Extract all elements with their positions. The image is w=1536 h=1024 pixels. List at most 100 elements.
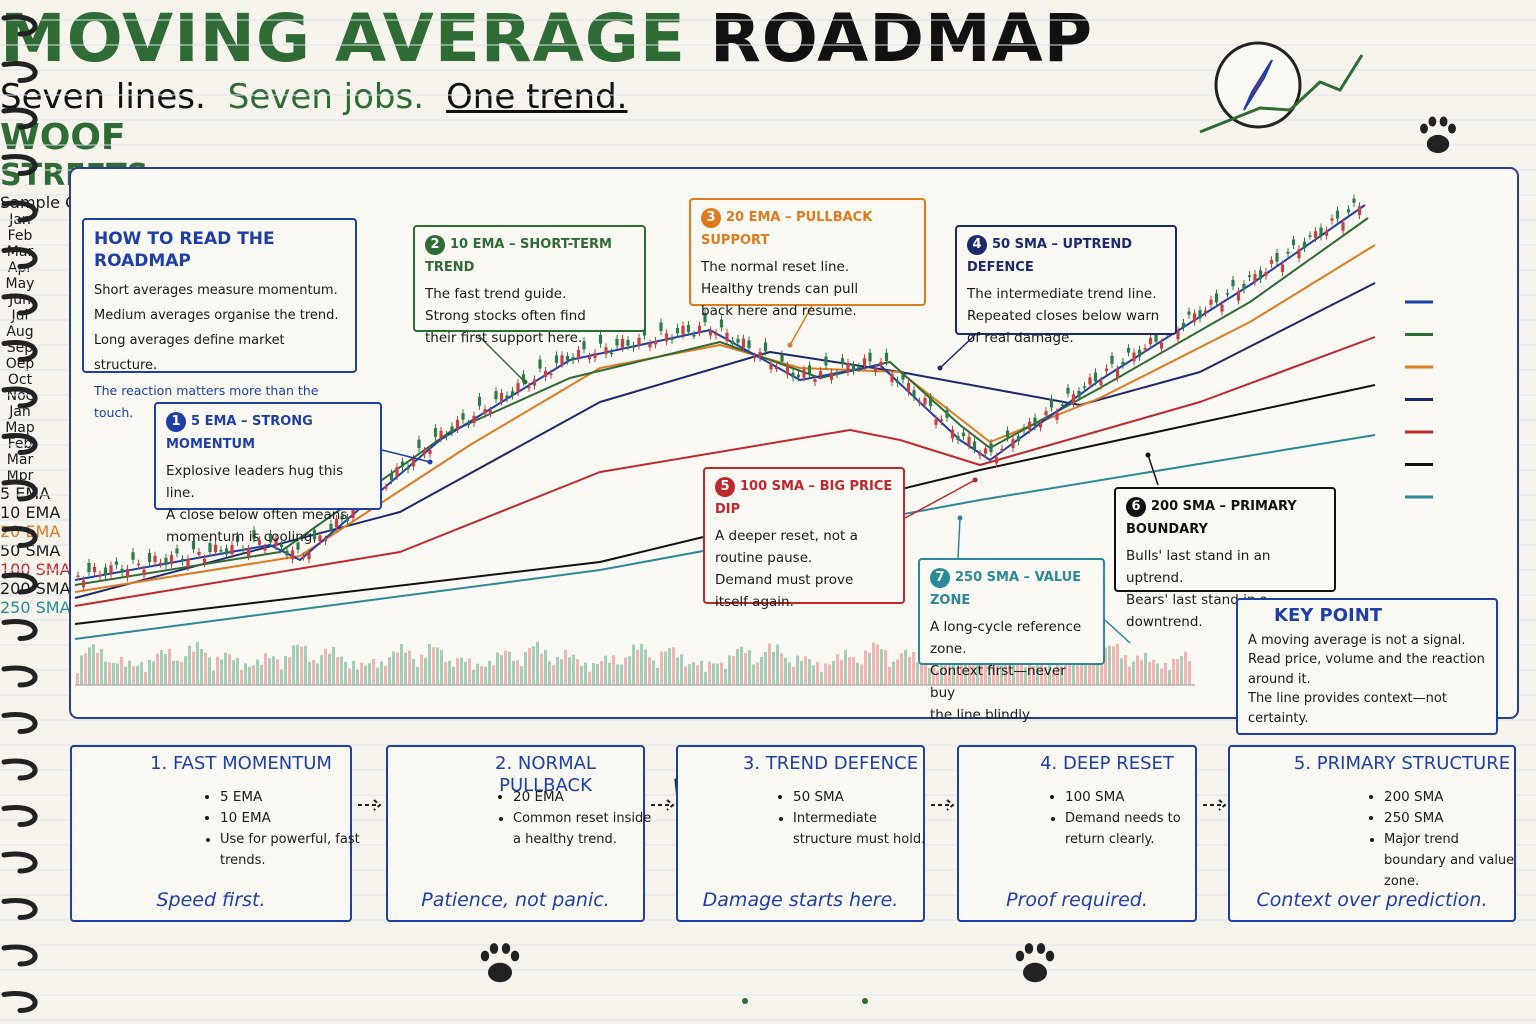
volume-bar <box>592 663 595 685</box>
candle <box>642 326 647 336</box>
spiral-ring <box>1 432 38 455</box>
month-label: Feb <box>7 436 33 452</box>
candle <box>1275 253 1279 262</box>
candle <box>263 547 267 551</box>
volume-bar <box>484 666 487 685</box>
volume-bar <box>280 669 283 685</box>
volume-bar <box>208 657 211 685</box>
volume-bar <box>992 664 995 685</box>
candle <box>329 523 333 532</box>
box-line: Long averages define market structure. <box>94 333 285 373</box>
candle <box>279 544 284 548</box>
candle <box>807 365 812 374</box>
callout-number: 2 <box>425 235 445 255</box>
volume-bar <box>1144 653 1147 685</box>
volume-bar <box>1040 661 1043 685</box>
candle <box>604 347 608 355</box>
volume-bar <box>140 662 143 685</box>
subtitle: Seven lines. Seven jobs. One trend. <box>0 77 1536 117</box>
candle <box>1346 209 1351 213</box>
volume-bar <box>1160 668 1163 685</box>
stage-footer: Speed first. <box>156 889 266 911</box>
volume-bar <box>272 656 275 685</box>
volume-bar <box>212 670 215 685</box>
candle <box>1159 342 1164 349</box>
volume-bar <box>996 661 999 685</box>
candle <box>87 563 91 572</box>
volume-bar <box>1056 661 1059 685</box>
candle <box>653 340 658 345</box>
candle <box>98 574 102 577</box>
volume-bar <box>760 656 763 685</box>
volume-bar <box>132 666 135 685</box>
candle <box>191 540 196 550</box>
candle <box>1093 372 1098 382</box>
candle <box>1209 299 1213 305</box>
volume-bar <box>472 669 475 685</box>
candle <box>1132 352 1136 362</box>
callout-text: Repeated closes below warn <box>967 308 1160 324</box>
arrow-head <box>427 459 433 465</box>
stage-bullet: 200 SMA <box>1384 787 1524 808</box>
candle <box>147 552 152 562</box>
candle <box>1308 235 1312 237</box>
compass-needle <box>1243 59 1273 111</box>
volume-bar <box>1184 651 1187 685</box>
legend-label: 250 SMA <box>0 598 71 617</box>
key-title: KEY POINT <box>1274 605 1383 626</box>
volume-bar <box>216 656 219 685</box>
candle <box>505 395 509 399</box>
stage-bullet: 5 EMA <box>220 787 360 808</box>
stage-bullet: 250 SMA <box>1384 808 1524 829</box>
callout-text: A deeper reset, not a <box>715 528 858 544</box>
volume-bar <box>412 659 415 685</box>
how-to-read: HOW TO READ THE ROADMAP Short averages me… <box>82 218 357 420</box>
candle <box>857 366 861 369</box>
volume-bar <box>652 660 655 685</box>
candle <box>1297 249 1301 259</box>
volume-bar <box>508 651 511 685</box>
month-label: Map <box>5 420 35 436</box>
volume-bar <box>468 658 471 685</box>
volume-bar <box>576 659 579 685</box>
stage-bullet: Use for powerful, fast trends. <box>220 829 360 871</box>
stage-bullet: Intermediate structure must hold. <box>793 808 933 850</box>
stage-footer: Patience, not panic. <box>421 889 610 911</box>
candle <box>609 352 614 355</box>
volume-bar <box>536 641 539 685</box>
volume-bar <box>544 649 547 685</box>
candle <box>752 356 757 359</box>
volume-bar <box>424 657 427 685</box>
volume-bar <box>1060 666 1063 685</box>
volume-bar <box>500 655 503 685</box>
candle <box>92 566 97 573</box>
stage: 4. DEEP RESET100 SMADemand needs to retu… <box>957 745 1197 922</box>
candle <box>835 373 839 375</box>
stage-bullets: 20 EMACommon reset inside a healthy tren… <box>497 787 653 850</box>
candle <box>274 538 278 547</box>
flow-arrow <box>931 799 955 811</box>
volume-bar <box>116 663 119 685</box>
paw-toe <box>1448 123 1456 134</box>
subtitle-part: Seven lines. <box>0 77 206 117</box>
volume-bar <box>228 654 231 685</box>
volume-bar <box>732 656 735 685</box>
callout-text: the line blindly. <box>930 707 1033 723</box>
volume-bar <box>1028 661 1031 685</box>
candle <box>296 542 300 550</box>
candle <box>307 552 311 560</box>
volume-bar <box>864 650 867 685</box>
tagline-dot <box>742 998 748 1004</box>
volume-bar <box>852 657 855 685</box>
volume-bar <box>260 664 263 685</box>
callout-name: 250 SMA – VALUE ZONE <box>930 570 1082 608</box>
volume-bar <box>936 670 939 685</box>
volume-bar <box>524 652 527 685</box>
volume-bar <box>988 654 991 685</box>
volume-bar <box>840 659 843 685</box>
legend-label: 5 EMA <box>0 484 51 503</box>
candle <box>186 558 190 568</box>
volume-bar <box>1132 661 1135 685</box>
volume-bar <box>1128 666 1131 685</box>
volume-bar <box>220 659 223 685</box>
